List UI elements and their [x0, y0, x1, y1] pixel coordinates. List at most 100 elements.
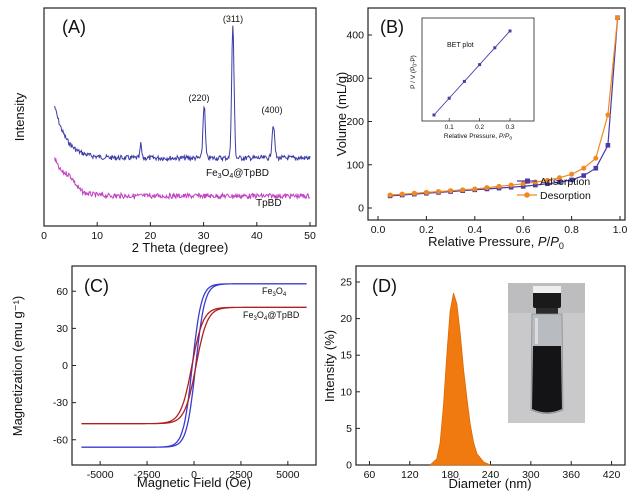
panel-a-x-tick-label: 40 — [251, 230, 263, 242]
desorption-point — [557, 175, 562, 181]
desorption-point — [436, 189, 441, 195]
desorption-point — [423, 189, 429, 195]
panel-b-y-tick-label: 200 — [346, 116, 364, 128]
panel-a-frame — [43, 7, 317, 227]
panel-a-ylabel: Intensity — [12, 92, 27, 141]
panel-c-xlabel: Magnetic Field (Oe) — [137, 475, 251, 490]
panel-d-label: (D) — [372, 276, 397, 296]
panel-d-xlabel: Diameter (nm) — [448, 476, 531, 491]
desorption-point — [399, 191, 405, 197]
adsorption-point — [545, 181, 550, 187]
panel-d-y-tick-label: 25 — [340, 277, 352, 289]
panel-b-x-tick-label: 0.6 — [516, 224, 531, 236]
panel-b-x-tick-label: 0.8 — [564, 224, 579, 236]
panel-d-x-tick-label: 420 — [603, 469, 621, 481]
panel-b-frame — [367, 7, 626, 221]
adsorption-point — [533, 182, 538, 188]
legend-adsorption-marker — [525, 178, 530, 184]
desorption-point — [605, 112, 611, 118]
panel-a-x-tick-label: 50 — [304, 230, 316, 242]
panel-c-x-tick-label: 0 — [191, 469, 197, 481]
panel-b-yticks: 0 100 200 300 400 — [346, 30, 372, 215]
desorption-point — [496, 183, 502, 189]
desorption-point — [508, 182, 514, 188]
panel-c-x-tick-label: 5000 — [276, 469, 300, 481]
desorption-point — [532, 179, 538, 185]
panel-b-x-tick-label: 0.4 — [467, 224, 482, 236]
desorption-point — [484, 185, 490, 191]
panel-d-xticks: 60 120 180 240 300 360 420 — [364, 461, 621, 481]
panel-d-x-tick-label: 240 — [482, 469, 500, 481]
panel-d-y-tick-label: 5 — [346, 423, 352, 435]
panel-a-label: (A) — [62, 17, 86, 37]
inset-ylabel: P / V (P0-P) — [410, 55, 419, 89]
panel-b: (B) Volume (mL/g) Relative Pressure, P/P… — [334, 7, 627, 251]
desorption-point — [411, 190, 417, 196]
adsorption-point — [557, 179, 562, 185]
series-fe3o4-tpbd-loop — [81, 306, 307, 425]
panel-a-xlabel: 2 Theta (degree) — [132, 240, 229, 255]
panel-d-y-tick-label: 10 — [340, 386, 352, 398]
inset-point — [432, 113, 436, 117]
panel-c-x-tick-label: -2500 — [134, 469, 161, 481]
panel-c-label: (C) — [84, 276, 109, 296]
desorption-point — [569, 171, 575, 177]
legend-tpbd: TpBD — [256, 198, 282, 209]
panel-c-y-tick-label: 0 — [62, 360, 68, 372]
inset-xlabel: Relative Pressure, P/Po — [444, 133, 512, 142]
panel-c-x-tick-label: 2500 — [229, 469, 253, 481]
adsorption-point — [605, 142, 611, 148]
panel-b-label: (B) — [380, 17, 404, 37]
panel-b-y-tick-label: 100 — [346, 159, 364, 171]
panel-c-x-tick-label: -5000 — [87, 469, 114, 481]
desorption-point — [544, 177, 550, 183]
panel-d-y-tick-label: 0 — [346, 460, 352, 472]
legend-desorption: Desorption — [540, 190, 591, 202]
panel-d-x-tick-label: 300 — [522, 469, 540, 481]
inset-tick-label: 0.2 — [475, 124, 484, 131]
panel-a-x-tick-label: 20 — [145, 230, 157, 242]
panel-b-x-tick-label: 0.2 — [419, 224, 434, 236]
legend-fe3o4-tpbd: Fe3O4@TpBD — [206, 168, 269, 180]
panel-b-y-tick-label: 400 — [346, 30, 364, 42]
panel-b-ylabel: Volume (mL/g) — [334, 72, 349, 157]
panel-d-x-tick-label: 180 — [441, 469, 459, 481]
panel-b-xlabel: Relative Pressure, P/P0 — [428, 234, 564, 251]
panel-b-x-tick-label: 0.0 — [371, 224, 386, 236]
panel-d-yticks: 0 5 10 15 20 25 — [340, 277, 360, 472]
panel-a-x-tick-label: 0 — [41, 230, 47, 242]
legend-adsorption: Adsorption — [540, 176, 590, 188]
panel-b-y-tick-label: 300 — [346, 73, 364, 85]
desorption-point — [581, 165, 587, 171]
panel-b-xticks: 0.0 0.2 0.4 0.6 0.8 1.0 — [371, 216, 627, 236]
panel-d: (D) Intensity (%) Diameter (nm) 60 120 180… — [322, 265, 626, 491]
panel-a: (A) Intensity 2 Theta (degree) 0 10 20 30 40… — [12, 7, 317, 255]
panel-a-x-tick-label: 10 — [91, 230, 103, 242]
peak-label-220: (220) — [188, 93, 209, 103]
desorption-point — [448, 188, 454, 194]
vial-photo — [508, 283, 585, 423]
desorption-point — [387, 192, 393, 198]
series-fe3o4-tpbd-xrd — [54, 25, 311, 163]
inset-tick-label: 0.3 — [505, 124, 514, 131]
peak-label-311: (311) — [223, 14, 243, 24]
inset-point — [447, 96, 451, 100]
desorption-point — [472, 186, 478, 192]
inset-tick-label: 0.1 — [445, 124, 454, 131]
adsorption-point — [569, 177, 574, 183]
panel-c-y-tick-label: -60 — [53, 434, 68, 446]
inset-point — [508, 29, 512, 33]
inset-point — [478, 63, 482, 67]
inset-xticks: 0.1 0.2 0.3 — [445, 118, 515, 131]
peak-label-400: (400) — [261, 105, 282, 115]
series-fe3o4-loop — [81, 283, 307, 448]
inset-title: BET plot — [447, 42, 474, 49]
panel-d-y-tick-label: 20 — [340, 313, 352, 325]
panel-a-xticks: 0 10 20 30 40 50 — [41, 222, 316, 242]
panel-d-x-tick-label: 360 — [562, 469, 580, 481]
adsorption-point — [520, 184, 526, 189]
panel-d-x-tick-label: 60 — [364, 469, 376, 481]
panel-a-x-tick-label: 30 — [198, 230, 210, 242]
size-distribution-area — [429, 292, 491, 466]
